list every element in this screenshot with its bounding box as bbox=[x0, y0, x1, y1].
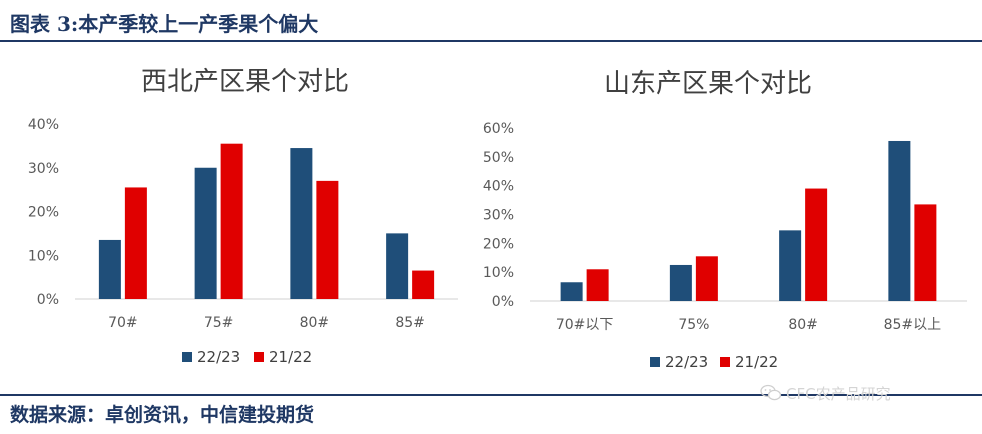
x-tick-label: 75% bbox=[678, 317, 709, 333]
x-tick-label: 70#以下 bbox=[556, 317, 614, 333]
bar-22-23-2 bbox=[779, 230, 802, 301]
data-source: 数据来源：卓创资讯，中信建投期货 bbox=[10, 404, 315, 426]
x-tick-label: 85# bbox=[395, 315, 425, 331]
bar-22-23-1 bbox=[669, 264, 692, 301]
x-tick-label: 75# bbox=[204, 315, 234, 331]
bar-21-22-2 bbox=[805, 188, 828, 301]
figure-footer: 数据来源：卓创资讯，中信建投期货 bbox=[0, 392, 982, 434]
bar-22-23-1 bbox=[194, 167, 217, 299]
legend-swatch bbox=[182, 352, 192, 362]
chart-shandong: 山东产区果个对比 0% 10% 20% 30% 40% 50% 60% 70#以下 75% 80# 8… bbox=[483, 69, 967, 371]
figure-header: 图表 3:本产季较上一产季果个偏大 bbox=[0, 0, 982, 44]
chart-northwest: 西北产区果个对比 0% 10% 20% 30% 40% 70# 75# 80# 85# 22/23 2… bbox=[28, 67, 458, 366]
bar-22-23-3 bbox=[888, 140, 911, 301]
x-tick-label: 85#以上 bbox=[884, 317, 942, 333]
legend-label: 22/23 bbox=[665, 353, 708, 371]
bar-22-23-0 bbox=[560, 282, 583, 301]
bar-21-22-1 bbox=[220, 143, 243, 299]
bar-22-23-0 bbox=[98, 239, 121, 299]
footer-rule bbox=[0, 394, 982, 396]
y-tick-label: 60% bbox=[483, 121, 514, 137]
y-tick-label: 40% bbox=[483, 179, 514, 195]
bar-21-22-2 bbox=[316, 180, 339, 299]
y-tick-label: 30% bbox=[483, 208, 514, 224]
chart-title: 西北产区果个对比 bbox=[141, 67, 349, 97]
y-tick-label: 20% bbox=[28, 205, 59, 221]
x-tick-label: 80# bbox=[788, 317, 818, 333]
legend-swatch bbox=[650, 357, 660, 367]
y-tick-label: 0% bbox=[37, 292, 59, 308]
y-tick-label: 10% bbox=[28, 248, 59, 264]
x-tick-label: 70# bbox=[108, 315, 138, 331]
watermark-text: CFC农产品研究 bbox=[786, 384, 891, 403]
legend-label: 21/22 bbox=[735, 353, 778, 371]
y-tick-label: 0% bbox=[492, 294, 514, 310]
y-tick-label: 40% bbox=[28, 117, 59, 133]
wechat-icon bbox=[760, 384, 782, 401]
legend-swatch bbox=[254, 352, 264, 362]
y-tick-label: 20% bbox=[483, 236, 514, 252]
legend-label: 21/22 bbox=[269, 348, 312, 366]
y-tick-label: 50% bbox=[483, 150, 514, 166]
x-tick-label: 80# bbox=[300, 315, 330, 331]
header-rule bbox=[0, 40, 982, 42]
bar-22-23-3 bbox=[386, 233, 409, 299]
y-tick-label: 10% bbox=[483, 265, 514, 281]
bar-21-22-3 bbox=[914, 204, 937, 301]
legend-swatch bbox=[720, 357, 730, 367]
bar-21-22-3 bbox=[412, 270, 435, 299]
bar-21-22-0 bbox=[586, 269, 609, 301]
legend-label: 22/23 bbox=[197, 348, 240, 366]
figure-title: 图表 3:本产季较上一产季果个偏大 bbox=[10, 12, 319, 36]
y-tick-label: 30% bbox=[28, 161, 59, 177]
bar-21-22-0 bbox=[124, 187, 147, 299]
bar-21-22-1 bbox=[695, 256, 718, 301]
chart-title: 山东产区果个对比 bbox=[604, 69, 812, 99]
watermark: CFC农产品研究 bbox=[760, 381, 891, 405]
bar-22-23-2 bbox=[290, 148, 313, 299]
